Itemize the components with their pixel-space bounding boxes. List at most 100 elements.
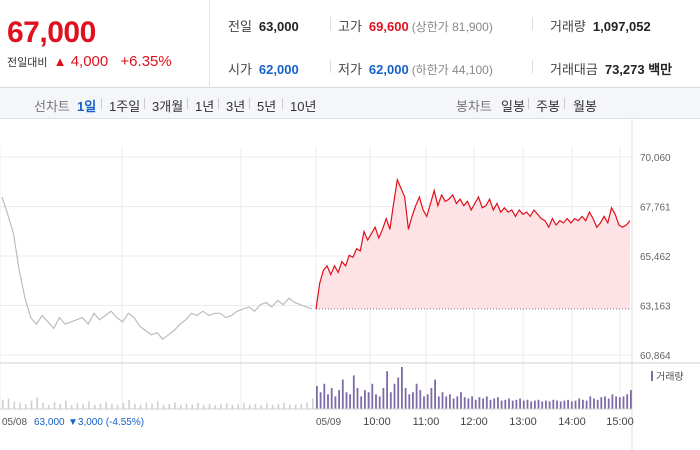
volume-bar-today xyxy=(493,398,496,409)
volume-bar-today xyxy=(497,397,499,409)
quote-header: 67,000 전일대비 ▲ 4,000 +6.35% 전일 63,000 고가 69… xyxy=(0,0,700,88)
tab-3-years[interactable]: 3년 xyxy=(226,99,246,114)
volume-bar-prev xyxy=(76,403,79,409)
volume-bar-prev xyxy=(202,404,205,409)
volume-bar-prev xyxy=(36,397,38,409)
volume-bar-today xyxy=(408,394,411,409)
x-tick-label: 13:00 xyxy=(509,416,537,428)
volume-bar-today xyxy=(371,383,374,409)
volume-bar-prev xyxy=(300,404,303,409)
volume-bar-prev xyxy=(65,400,67,409)
stat-open: 시가 62,000 xyxy=(228,59,299,78)
volume-bar-today xyxy=(585,400,588,409)
stat-value: 73,273 백만 xyxy=(604,62,673,77)
divider xyxy=(282,98,283,109)
tab-10-years[interactable]: 10년 xyxy=(290,99,317,114)
volume-bar-today xyxy=(412,392,414,409)
volume-bar-prev xyxy=(30,400,33,409)
volume-bar-today xyxy=(622,396,625,409)
lower-limit: (하한가 44,100) xyxy=(411,63,493,77)
volume-bar-prev xyxy=(180,404,182,409)
volume-bar-today xyxy=(360,396,363,409)
volume-bar-prev xyxy=(157,401,159,409)
volume-bar-today xyxy=(474,399,477,409)
volume-bar-today xyxy=(508,398,510,409)
volume-bar-today xyxy=(578,398,581,409)
divider xyxy=(218,98,219,109)
volume-bar-today xyxy=(449,394,451,409)
stat-low: 저가 62,000 (하한가 44,100) xyxy=(338,59,493,78)
volume-bar-today xyxy=(356,388,359,409)
volume-bar-prev xyxy=(271,404,274,409)
volume-bar-today xyxy=(338,390,340,409)
volume-bar-prev xyxy=(185,403,188,409)
prev-day-line xyxy=(1,196,313,341)
volume-panel: 거래량 xyxy=(2,367,684,409)
stats-panel: 전일 63,000 고가 69,600 (상한가 81,900) 거래량 1,097,0… xyxy=(210,0,700,88)
volume-bar-prev xyxy=(25,404,27,409)
volume-bar-prev xyxy=(13,401,16,409)
tab-1-year[interactable]: 1년 xyxy=(195,99,215,114)
volume-bar-today xyxy=(323,383,326,409)
tab-3-months[interactable]: 3개월 xyxy=(152,99,184,114)
volume-bar-today xyxy=(352,375,355,409)
tab-weekly-candle[interactable]: 주봉 xyxy=(536,99,560,114)
volume-bar-today xyxy=(519,398,521,409)
prev-close-label: 63,000 xyxy=(34,417,65,428)
stat-label: 거래량 xyxy=(550,19,586,34)
volume-bar-today xyxy=(534,400,536,409)
tab-1-week[interactable]: 1주일 xyxy=(109,99,141,114)
volume-bar-today xyxy=(504,399,507,409)
prev-date-label: 05/08 xyxy=(2,417,27,428)
divider xyxy=(249,98,250,109)
volume-bar-today xyxy=(445,396,448,409)
volume-bar-today xyxy=(364,390,366,409)
chart-period-tabbar: 선차트 1일 1주일 3개월 1년 3년 5년 10년 봉차트 일봉 주봉 월봉 xyxy=(0,88,700,119)
volume-bar-today xyxy=(397,377,400,409)
tab-daily-candle[interactable]: 일봉 xyxy=(501,99,525,114)
volume-bar-prev xyxy=(19,402,21,409)
candle-chart-label: 봉차트 xyxy=(456,99,492,114)
x-tick-label: 12:00 xyxy=(460,416,488,428)
up-arrow-icon: ▲ xyxy=(53,54,67,69)
tab-5-years[interactable]: 5년 xyxy=(257,99,277,114)
volume-bar-today xyxy=(552,399,555,409)
stat-value: 1,097,052 xyxy=(592,19,651,34)
y-tick-label: 63,163 xyxy=(640,302,671,313)
stat-label: 저가 xyxy=(338,62,362,77)
volume-bar-prev xyxy=(243,402,245,409)
prev-change-label: ▼3,000 (-4.55%) xyxy=(68,417,144,428)
volume-bar-today xyxy=(522,400,525,409)
volume-bar-prev xyxy=(220,404,222,409)
volume-bar-today xyxy=(530,401,533,409)
volume-bar-prev xyxy=(168,404,171,409)
today-series xyxy=(315,177,631,310)
divider xyxy=(187,98,188,109)
prev-day-series xyxy=(1,196,313,341)
volume-bar-today xyxy=(393,383,396,409)
volume-bar-prev xyxy=(59,404,61,409)
stat-label: 거래대금 xyxy=(550,62,598,77)
volume-bar-today xyxy=(375,394,377,409)
volume-bar-prev xyxy=(128,399,130,409)
volume-bar-today xyxy=(389,392,392,409)
volume-bar-prev xyxy=(248,404,251,409)
volume-bar-today xyxy=(345,392,348,409)
volume-bar-today xyxy=(559,401,562,409)
volume-bar-prev xyxy=(306,402,308,409)
volume-bar-prev xyxy=(225,403,228,409)
volume-bar-today xyxy=(511,400,514,409)
intraday-price-chart[interactable]: 70,060 67,761 65,462 63,163 60,864 거래량 05/08… xyxy=(0,119,700,450)
divider xyxy=(528,98,529,109)
volume-bar-today xyxy=(618,397,621,409)
volume-bar-prev xyxy=(93,404,96,409)
today-price-line xyxy=(315,177,631,310)
volume-bar-today xyxy=(582,399,584,409)
volume-bar-today xyxy=(541,401,544,409)
volume-bar-today xyxy=(607,398,610,409)
tab-1-day[interactable]: 1일 xyxy=(77,99,97,114)
stat-label: 전일 xyxy=(228,19,252,34)
volume-bar-today xyxy=(556,400,558,409)
volume-bar-prev xyxy=(289,404,291,409)
tab-monthly-candle[interactable]: 월봉 xyxy=(573,99,597,114)
